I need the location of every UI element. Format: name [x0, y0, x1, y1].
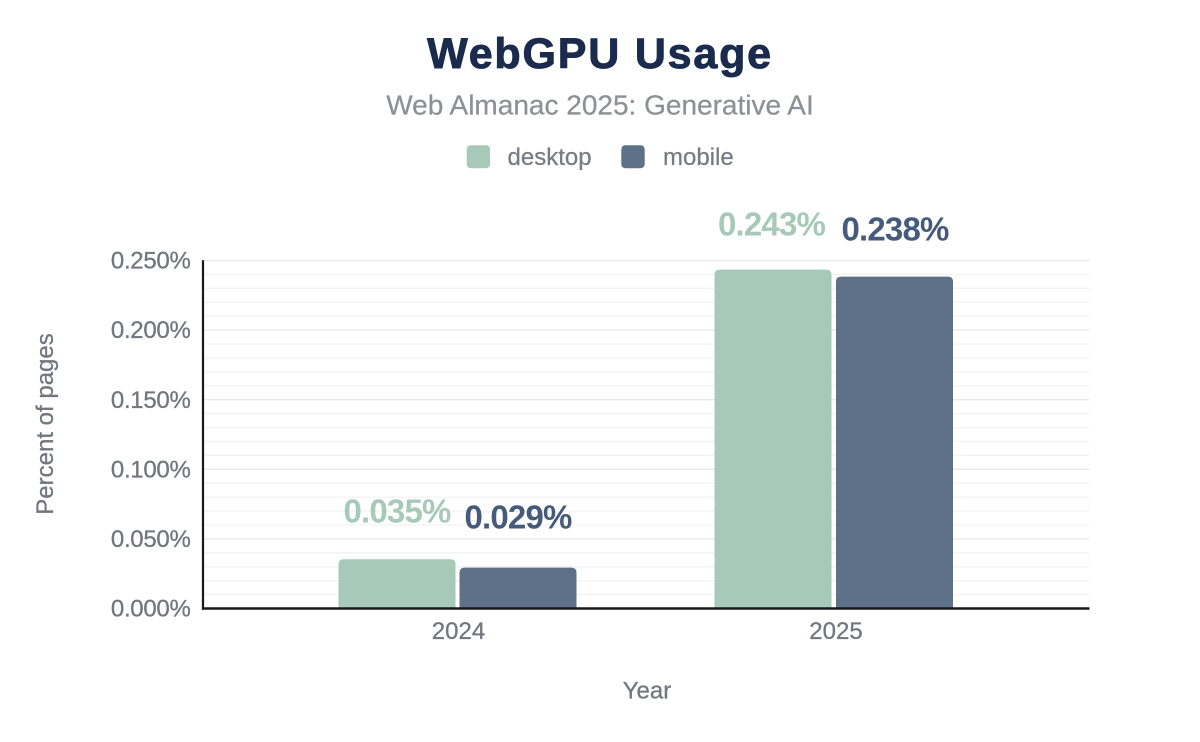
svg-text:desktop: desktop: [508, 144, 592, 171]
svg-text:0.243%: 0.243%: [718, 206, 826, 243]
svg-text:mobile: mobile: [663, 144, 734, 171]
svg-text:Year: Year: [623, 678, 672, 705]
svg-text:0.150%: 0.150%: [111, 387, 191, 414]
svg-text:0.238%: 0.238%: [841, 211, 949, 248]
svg-text:2025: 2025: [809, 618, 862, 645]
svg-text:0.029%: 0.029%: [464, 498, 572, 535]
svg-text:0.100%: 0.100%: [111, 456, 191, 483]
svg-text:0.050%: 0.050%: [111, 526, 191, 553]
svg-text:Web Almanac 2025: Generative A: Web Almanac 2025: Generative AI: [386, 89, 814, 120]
svg-text:0.250%: 0.250%: [111, 248, 191, 275]
svg-text:Percent of pages: Percent of pages: [32, 333, 59, 514]
svg-text:0.000%: 0.000%: [111, 596, 191, 623]
svg-text:WebGPU Usage: WebGPU Usage: [427, 30, 773, 78]
svg-text:2024: 2024: [432, 618, 485, 645]
svg-text:0.200%: 0.200%: [111, 317, 191, 344]
svg-text:0.035%: 0.035%: [343, 492, 451, 529]
